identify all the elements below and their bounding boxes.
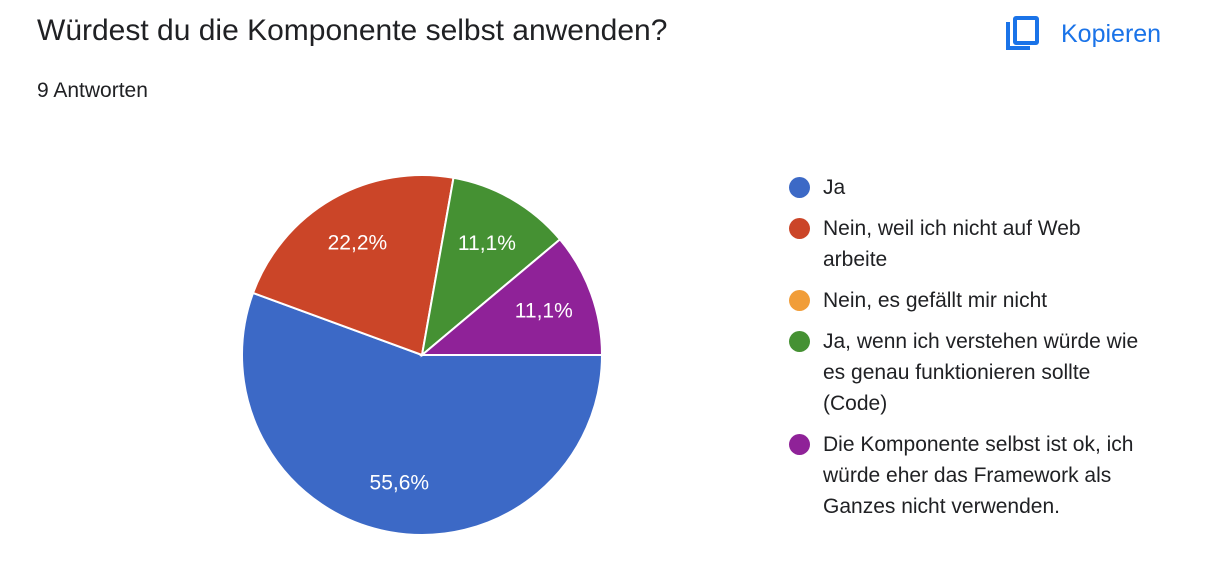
legend-item-2[interactable]: Nein, weil ich nicht auf Web arbeite xyxy=(789,213,1169,275)
pie-slice-1[interactable] xyxy=(241,291,604,536)
legend-item-3[interactable]: Nein, es gefällt mir nicht xyxy=(789,285,1169,316)
legend-label: Nein, es gefällt mir nicht xyxy=(823,289,1048,312)
legend-item-4[interactable]: Ja, wenn ich verstehen würde wie es gena… xyxy=(789,326,1169,419)
legend-label: Ja xyxy=(823,176,846,199)
data-label-2: 22,2% xyxy=(328,232,388,255)
legend-swatch xyxy=(789,290,810,311)
pie-slice-4[interactable] xyxy=(420,176,562,358)
data-label-4: 11,1% xyxy=(458,232,516,255)
chart-legend: Ja Nein, weil ich nicht auf Web arbeite Ne… xyxy=(789,172,1169,532)
legend-swatch xyxy=(789,177,810,198)
legend-label: Nein, weil ich nicht auf Web arbeite xyxy=(823,217,1081,271)
copy-label: Kopieren xyxy=(1061,19,1162,48)
data-label-1: 55,6% xyxy=(370,472,430,495)
legend-label: Die Komponente selbst ist ok, ich würde … xyxy=(823,433,1134,518)
pie-slice-5[interactable] xyxy=(419,237,604,356)
legend-swatch xyxy=(789,434,810,455)
page-title: Würdest du die Komponente selbst anwende… xyxy=(37,14,668,47)
data-label-5: 11,1% xyxy=(515,300,573,323)
legend-swatch xyxy=(789,218,810,239)
legend-swatch xyxy=(789,331,810,352)
legend-item-5[interactable]: Die Komponente selbst ist ok, ich würde … xyxy=(789,429,1169,522)
response-count: 9 Antworten xyxy=(37,79,148,102)
copy-icon xyxy=(1006,16,1039,50)
legend-label: Ja, wenn ich verstehen würde wie es gena… xyxy=(823,330,1139,415)
copy-button[interactable]: Kopieren xyxy=(994,8,1200,60)
legend-item-1[interactable]: Ja xyxy=(789,172,1169,203)
pie-chart: 55,6% 22,2% 11,1% 11,1% xyxy=(241,174,604,536)
pie-slice-2[interactable] xyxy=(251,174,455,357)
